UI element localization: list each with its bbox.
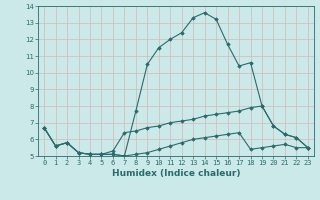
X-axis label: Humidex (Indice chaleur): Humidex (Indice chaleur) — [112, 169, 240, 178]
